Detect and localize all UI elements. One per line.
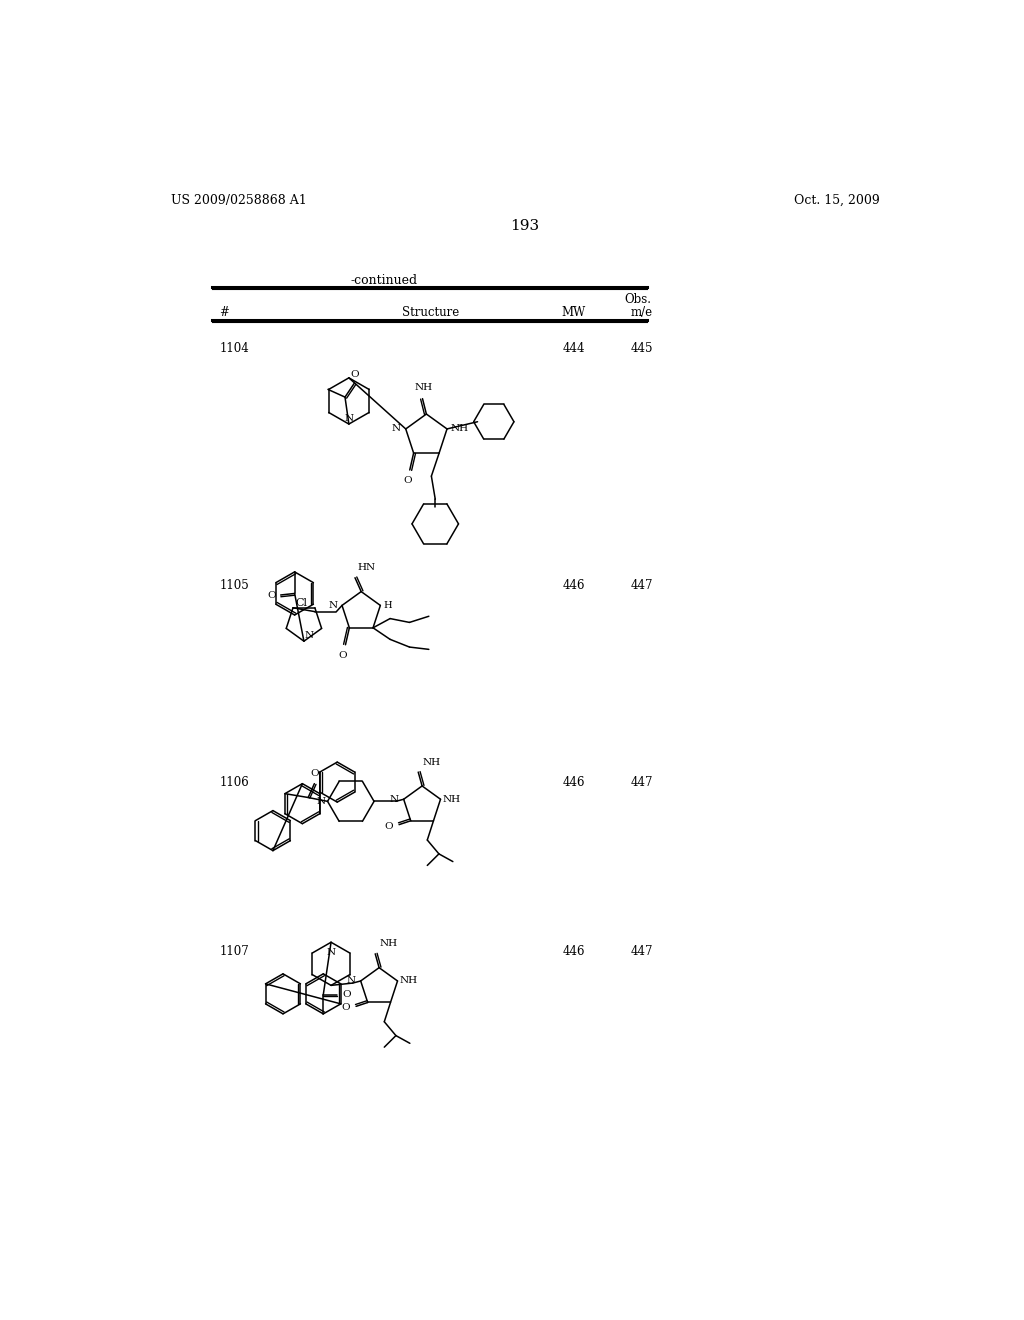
Text: N: N <box>305 631 313 640</box>
Text: 446: 446 <box>563 579 586 593</box>
Text: N: N <box>390 795 399 804</box>
Text: O: O <box>342 990 350 999</box>
Text: NH: NH <box>415 384 433 392</box>
Text: O: O <box>351 370 359 379</box>
Text: Structure: Structure <box>401 306 459 319</box>
Text: 444: 444 <box>563 342 586 355</box>
Text: NH: NH <box>451 425 468 433</box>
Text: N: N <box>316 797 326 805</box>
Text: #: # <box>219 306 229 319</box>
Text: 446: 446 <box>563 945 586 958</box>
Text: m/e: m/e <box>630 306 652 319</box>
Text: NH: NH <box>399 977 418 986</box>
Text: 447: 447 <box>630 579 652 593</box>
Text: NH: NH <box>442 795 461 804</box>
Text: NH: NH <box>379 940 397 948</box>
Text: US 2009/0258868 A1: US 2009/0258868 A1 <box>171 194 306 207</box>
Text: O: O <box>267 591 276 601</box>
Text: H: H <box>383 601 392 610</box>
Text: Obs.: Obs. <box>624 293 651 306</box>
Text: 446: 446 <box>563 776 586 788</box>
Text: N: N <box>327 948 336 957</box>
Text: O: O <box>341 1003 350 1012</box>
Text: Oct. 15, 2009: Oct. 15, 2009 <box>794 194 880 207</box>
Text: O: O <box>403 477 412 486</box>
Text: N: N <box>344 413 353 422</box>
Text: Cl: Cl <box>295 598 307 607</box>
Text: O: O <box>384 821 393 830</box>
Text: 1107: 1107 <box>219 945 249 958</box>
Text: 1104: 1104 <box>219 342 249 355</box>
Text: MW: MW <box>561 306 586 319</box>
Text: 193: 193 <box>510 219 540 234</box>
Text: 1105: 1105 <box>219 579 249 593</box>
Text: N: N <box>329 601 337 610</box>
Text: O: O <box>311 770 319 779</box>
Text: O: O <box>339 651 347 660</box>
Text: 447: 447 <box>630 945 652 958</box>
Text: N: N <box>347 977 356 986</box>
Text: NH: NH <box>422 758 440 767</box>
Text: N: N <box>391 425 400 433</box>
Text: 447: 447 <box>630 776 652 788</box>
Text: -continued: -continued <box>350 273 418 286</box>
Text: 1106: 1106 <box>219 776 249 788</box>
Text: HN: HN <box>357 564 376 573</box>
Text: 445: 445 <box>630 342 652 355</box>
